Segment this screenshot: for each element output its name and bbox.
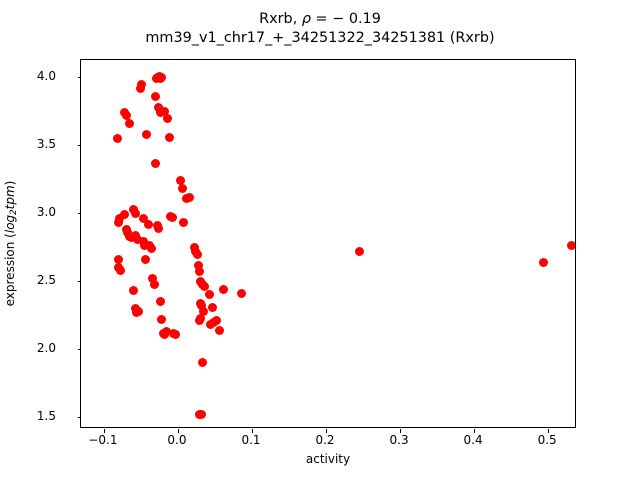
scatter-point [194,267,204,277]
scatter-point [157,314,167,324]
y-tick-mark [77,77,81,79]
x-tick-label: 0.1 [241,433,261,447]
x-tick-mark [326,429,328,433]
x-tick-label: 0.4 [463,433,483,447]
scatter-point [197,410,207,420]
scatter-point [150,91,160,101]
y-tick-label: 2.0 [36,341,56,356]
y-axis-label-subscript: 2 [8,209,19,215]
scatter-point [211,316,221,326]
scatter-point [155,297,165,307]
scatter-point [199,306,209,316]
scatter-point [200,282,210,292]
scatter-point [194,260,204,270]
scatter-point [354,246,364,256]
scatter-point [112,134,122,144]
scatter-point [113,255,123,265]
plot-axes-area [77,59,576,433]
x-tick-label: 0.3 [389,433,409,447]
scatter-point [142,130,152,139]
scatter-points-layer [81,60,575,427]
scatter-point [143,219,153,229]
scatter-point [214,325,224,335]
title-line-region: mm39_v1_chr17_+_34251322_34251381 (Rxrb) [145,29,495,46]
y-tick-label: 4.0 [36,69,56,84]
scatter-point [207,302,217,312]
scatter-point [539,257,549,267]
scatter-point [194,316,204,326]
x-tick-mark [177,429,179,433]
title-line-correlation: Rxrb, ρ = − 0.19 [0,10,640,29]
title-gene-name: Rxrb, [259,11,302,27]
x-tick-label: 0.0 [167,433,187,447]
scatter-point [175,176,185,186]
scatter-point [164,132,174,142]
scatter-point [197,301,207,311]
scatter-point [160,106,170,116]
scatter-point [219,285,229,294]
scatter-point [130,208,140,218]
scatter-point [161,327,171,337]
scatter-point [192,249,202,259]
scatter-point [120,210,130,220]
y-tick-mark [77,417,81,419]
y-axis-label-log: log [3,214,17,234]
y-axis-label: expression (log2tpm) [0,59,20,428]
x-tick-mark [548,429,550,433]
y-tick-mark [77,145,81,147]
scatter-point [204,290,214,300]
figure-title: Rxrb, ρ = − 0.19 mm39_v1_chr17_+_3425132… [0,10,640,47]
scatter-point [170,329,180,339]
x-tick-label: −0.1 [88,433,118,447]
x-tick-mark [400,429,402,433]
scatter-point [115,265,125,275]
x-tick-mark [252,429,253,433]
y-tick-mark [77,213,81,215]
scatter-point [197,358,207,368]
scatter-point [163,113,173,123]
y-tick-label: 3.0 [36,205,56,220]
scatter-point [146,244,156,254]
scatter-point [177,184,187,194]
scatter-point [133,306,143,316]
scatter-point [148,274,158,284]
scatter-point [151,158,161,168]
scatter-point [567,241,575,251]
y-axis-label-tpm: tpm [3,185,17,210]
y-tick-label: 3.5 [36,137,56,152]
y-tick-label: 1.5 [36,409,56,424]
rho-value: = − 0.19 [310,11,381,27]
y-tick-mark [77,281,81,283]
scatter-point [122,110,132,120]
scatter-point [149,279,159,289]
y-tick-label: 2.5 [36,273,56,288]
scatter-point [237,289,247,299]
y-tick-mark [77,349,81,351]
scatter-point [185,192,195,202]
x-tick-mark [474,429,476,433]
scatter-point [129,286,139,296]
scatter-point [167,212,177,222]
scatter-point [140,255,150,265]
scatter-point [124,119,134,129]
y-axis-label-prefix: expression ( [3,233,17,307]
scatter-point [154,102,164,112]
scatter-point [154,223,164,233]
rho-symbol: ρ [301,11,311,27]
scatter-point [132,234,142,244]
x-axis-label: activity [305,452,351,466]
scatter-point [138,214,148,224]
scatter-point [157,72,167,82]
scatter-point [114,218,124,228]
y-axis-label-suffix: ) [3,180,17,186]
scatter-point [137,79,147,89]
x-tick-mark [103,429,105,433]
x-tick-label: 0.5 [537,433,557,447]
scatter-point [179,218,189,228]
x-tick-label: 0.2 [315,433,335,447]
scatter-point [140,241,150,251]
